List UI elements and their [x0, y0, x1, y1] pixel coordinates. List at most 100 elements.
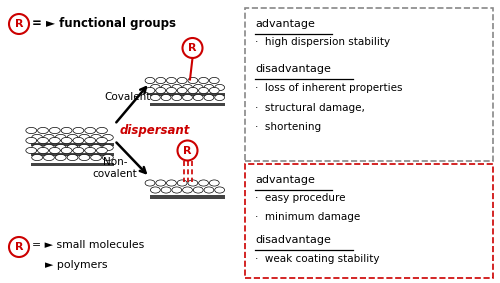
Ellipse shape: [172, 187, 182, 193]
Bar: [31, 143, 114, 146]
Ellipse shape: [90, 155, 102, 160]
Text: = ► small molecules: = ► small molecules: [32, 241, 145, 250]
Ellipse shape: [182, 187, 192, 193]
Ellipse shape: [61, 147, 72, 154]
Ellipse shape: [79, 155, 90, 160]
Text: ·  high dispersion stability: · high dispersion stability: [255, 37, 390, 47]
Ellipse shape: [90, 144, 102, 151]
Ellipse shape: [67, 144, 78, 151]
Text: ·  shortening: · shortening: [255, 122, 321, 132]
Ellipse shape: [73, 138, 84, 143]
Ellipse shape: [145, 180, 155, 186]
Ellipse shape: [102, 144, 114, 151]
Ellipse shape: [26, 138, 36, 143]
Ellipse shape: [50, 127, 60, 134]
Text: ·  structural damage,: · structural damage,: [255, 103, 365, 113]
Ellipse shape: [67, 134, 78, 141]
Ellipse shape: [188, 180, 198, 186]
Text: ·  minimum damage: · minimum damage: [255, 212, 360, 222]
Ellipse shape: [56, 134, 66, 141]
Text: ·  weak coating stability: · weak coating stability: [255, 254, 380, 264]
Ellipse shape: [150, 187, 160, 193]
Ellipse shape: [85, 147, 96, 154]
Ellipse shape: [198, 180, 208, 186]
Text: ·  loss of inherent properties: · loss of inherent properties: [255, 83, 402, 93]
Ellipse shape: [50, 138, 60, 143]
Ellipse shape: [182, 95, 192, 100]
Bar: [150, 195, 225, 198]
Ellipse shape: [102, 134, 114, 141]
Ellipse shape: [166, 180, 176, 186]
Ellipse shape: [79, 134, 90, 141]
Ellipse shape: [161, 95, 171, 100]
Ellipse shape: [26, 127, 36, 134]
Text: disadvantage: disadvantage: [255, 235, 331, 245]
Ellipse shape: [194, 95, 203, 100]
Ellipse shape: [188, 78, 198, 83]
Text: R: R: [15, 242, 23, 252]
Text: covalent: covalent: [92, 169, 138, 179]
Ellipse shape: [188, 87, 198, 94]
Text: Non-: Non-: [103, 157, 127, 167]
Ellipse shape: [161, 187, 171, 193]
Text: R: R: [188, 43, 197, 53]
Ellipse shape: [194, 84, 203, 91]
Text: R: R: [15, 19, 23, 29]
Ellipse shape: [85, 127, 96, 134]
Text: dispersant: dispersant: [120, 124, 190, 137]
Ellipse shape: [145, 78, 155, 83]
Ellipse shape: [150, 84, 160, 91]
Bar: [31, 162, 114, 166]
Bar: [31, 153, 114, 156]
Ellipse shape: [102, 155, 114, 160]
Ellipse shape: [145, 87, 155, 94]
Ellipse shape: [156, 87, 166, 94]
Text: R: R: [183, 145, 192, 155]
Ellipse shape: [177, 78, 187, 83]
Ellipse shape: [38, 138, 48, 143]
Ellipse shape: [32, 155, 42, 160]
Ellipse shape: [166, 78, 176, 83]
Ellipse shape: [210, 87, 219, 94]
Text: advantage: advantage: [255, 175, 315, 185]
Ellipse shape: [73, 127, 84, 134]
Ellipse shape: [166, 87, 176, 94]
Ellipse shape: [210, 180, 219, 186]
Ellipse shape: [96, 147, 108, 154]
Ellipse shape: [73, 147, 84, 154]
Ellipse shape: [198, 78, 208, 83]
Ellipse shape: [198, 87, 208, 94]
Ellipse shape: [50, 147, 60, 154]
Ellipse shape: [172, 84, 182, 91]
Ellipse shape: [177, 180, 187, 186]
Ellipse shape: [214, 187, 224, 193]
Ellipse shape: [79, 144, 90, 151]
Ellipse shape: [194, 187, 203, 193]
Ellipse shape: [44, 134, 54, 141]
Text: ► polymers: ► polymers: [45, 260, 108, 271]
Ellipse shape: [61, 138, 72, 143]
Ellipse shape: [150, 95, 160, 100]
Ellipse shape: [44, 155, 54, 160]
Ellipse shape: [96, 127, 108, 134]
Ellipse shape: [204, 95, 214, 100]
Bar: [150, 93, 225, 96]
Ellipse shape: [177, 87, 187, 94]
Text: = ► functional groups: = ► functional groups: [32, 18, 176, 31]
Bar: [150, 102, 225, 106]
FancyBboxPatch shape: [245, 164, 492, 278]
Ellipse shape: [56, 155, 66, 160]
Ellipse shape: [172, 95, 182, 100]
Ellipse shape: [204, 187, 214, 193]
Text: ·  easy procedure: · easy procedure: [255, 193, 346, 203]
Text: advantage: advantage: [255, 19, 315, 29]
Ellipse shape: [214, 95, 224, 100]
Ellipse shape: [210, 78, 219, 83]
Ellipse shape: [156, 78, 166, 83]
Ellipse shape: [182, 84, 192, 91]
Ellipse shape: [156, 180, 166, 186]
Ellipse shape: [67, 155, 78, 160]
Text: Covalent: Covalent: [104, 92, 150, 102]
Ellipse shape: [85, 138, 96, 143]
Ellipse shape: [204, 84, 214, 91]
